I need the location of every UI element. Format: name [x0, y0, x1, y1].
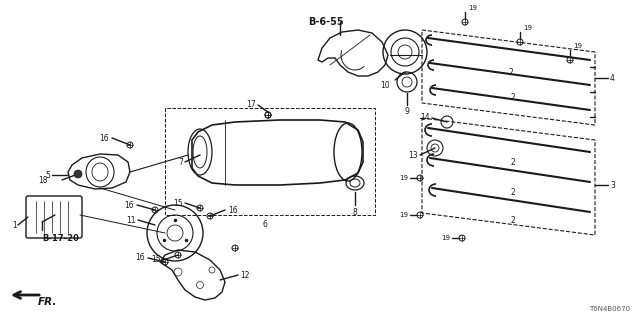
Text: 2: 2	[510, 157, 515, 166]
Text: 16: 16	[124, 201, 134, 210]
Text: 15: 15	[173, 198, 183, 207]
Text: T6N4B0670: T6N4B0670	[589, 306, 630, 312]
Text: 9: 9	[404, 107, 410, 116]
Text: 19: 19	[441, 235, 450, 241]
Text: 2: 2	[510, 188, 515, 196]
Text: 15: 15	[152, 255, 161, 265]
Text: 2: 2	[510, 215, 515, 225]
Text: 19: 19	[523, 25, 532, 31]
Text: 14: 14	[420, 113, 430, 122]
Text: 19: 19	[573, 43, 582, 49]
Text: 2: 2	[510, 92, 515, 101]
Text: 19: 19	[468, 5, 477, 11]
Text: 19: 19	[399, 175, 408, 181]
Text: 10: 10	[380, 81, 390, 90]
Text: 5: 5	[45, 171, 50, 180]
Text: FR.: FR.	[38, 297, 58, 307]
Text: 3: 3	[610, 180, 615, 189]
Text: 8: 8	[353, 208, 357, 217]
Text: 4: 4	[610, 74, 615, 83]
Text: 6: 6	[262, 220, 268, 229]
Text: 16: 16	[136, 253, 145, 262]
Text: 13: 13	[408, 150, 418, 159]
Text: 11: 11	[127, 215, 136, 225]
Text: 12: 12	[240, 270, 250, 279]
Text: 18: 18	[38, 175, 48, 185]
Text: 1: 1	[12, 220, 17, 229]
Text: 7: 7	[178, 157, 183, 166]
Text: 16: 16	[99, 133, 109, 142]
Text: 19: 19	[399, 212, 408, 218]
Text: B-6-55: B-6-55	[308, 17, 344, 27]
Text: 2: 2	[508, 68, 513, 76]
Circle shape	[74, 170, 82, 178]
Text: 16: 16	[228, 205, 237, 214]
Text: B-17-20: B-17-20	[42, 234, 79, 243]
Text: 17: 17	[246, 100, 256, 108]
